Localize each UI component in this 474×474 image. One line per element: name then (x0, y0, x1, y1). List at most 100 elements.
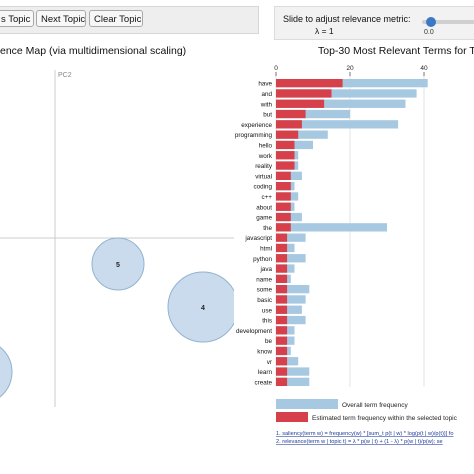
term-label-with[interactable]: with (260, 101, 273, 108)
bar-overall-experience[interactable] (276, 120, 399, 129)
clear-topic-button[interactable]: Clear Topic (89, 10, 143, 27)
bar-overall-but[interactable] (276, 109, 350, 119)
topic-circle-partial[interactable] (0, 340, 13, 404)
term-label-but[interactable]: but (263, 112, 272, 119)
bar-overall-with[interactable] (276, 99, 406, 108)
term-label-vr[interactable]: vr (267, 359, 272, 366)
term-label-some[interactable]: some (257, 287, 273, 294)
slider-thumb[interactable] (426, 17, 436, 27)
bar-estimated-java[interactable] (276, 264, 288, 273)
bar-estimated-learn[interactable] (276, 367, 288, 376)
term-label-basic[interactable]: basic (257, 297, 272, 304)
bar-estimated-development[interactable] (276, 326, 288, 335)
bar-overall-learn[interactable] (276, 367, 310, 376)
term-label-java[interactable]: java (259, 266, 272, 273)
bar-overall-the[interactable] (276, 223, 387, 232)
bar-estimated-work[interactable] (276, 151, 295, 160)
bar-overall-vr[interactable] (276, 357, 299, 366)
bar-estimated-c++[interactable] (276, 192, 291, 201)
bar-overall-some[interactable] (276, 285, 310, 294)
bar-estimated-the[interactable] (276, 223, 291, 232)
bar-overall-create[interactable] (276, 377, 310, 386)
lambda-value: λ = 1 (315, 26, 334, 36)
bar-estimated-hello[interactable] (276, 140, 295, 150)
bar-overall-programming[interactable] (276, 130, 328, 139)
legend-estimated-swatch (276, 412, 308, 422)
bar-overall-python[interactable] (276, 254, 306, 263)
term-label-game[interactable]: game (256, 215, 272, 222)
bar-estimated-programming[interactable] (276, 130, 299, 139)
bar-estimated-python[interactable] (276, 254, 288, 263)
bar-estimated-but[interactable] (276, 109, 306, 119)
term-label-and[interactable]: and (261, 91, 272, 98)
term-label-python[interactable]: python (253, 256, 272, 263)
terms-panel-title: Top-30 Most Relevant Terms for Top (318, 45, 474, 57)
previous-topic-button[interactable]: s Topic (0, 10, 34, 27)
bar-estimated-this[interactable] (276, 315, 288, 325)
bar-estimated-basic[interactable] (276, 295, 288, 304)
bar-estimated-game[interactable] (276, 212, 291, 222)
term-label-hello[interactable]: hello (259, 142, 273, 149)
term-label-reality[interactable]: reality (255, 163, 273, 170)
relevance-slider-panel: Slide to adjust relevance metric: λ = 1 … (274, 6, 474, 40)
bar-estimated-about[interactable] (276, 202, 291, 211)
bar-estimated-be[interactable] (276, 336, 288, 345)
term-label-c++[interactable]: c++ (261, 194, 272, 201)
bar-overall-javascript[interactable] (276, 233, 306, 242)
bar-estimated-with[interactable] (276, 99, 325, 108)
bar-overall-and[interactable] (276, 89, 417, 98)
bar-estimated-some[interactable] (276, 285, 288, 294)
bar-estimated-know[interactable] (276, 346, 288, 356)
term-label-use[interactable]: use (262, 307, 273, 314)
term-label-development[interactable]: development (236, 328, 272, 335)
term-label-learn[interactable]: learn (258, 369, 272, 376)
slider-track[interactable] (422, 20, 474, 24)
bar-overall-have[interactable] (276, 79, 428, 88)
term-label-programming[interactable]: programming (235, 132, 273, 139)
bar-estimated-coding[interactable] (276, 182, 291, 191)
topic-circle-4[interactable] (167, 271, 234, 343)
term-labels: have and with but experience programming hello… (235, 81, 273, 387)
topic-circle-5[interactable] (91, 237, 145, 291)
bar-estimated-and[interactable] (276, 89, 332, 98)
slider-tick-label: 0.0 (424, 29, 434, 36)
bar-estimated-have[interactable] (276, 79, 343, 88)
term-label-know[interactable]: know (257, 348, 272, 355)
term-label-work[interactable]: work (258, 153, 273, 160)
term-label-name[interactable]: name (256, 276, 272, 283)
term-label-have[interactable]: have (258, 81, 272, 88)
x-tick-label: 40 (420, 65, 428, 72)
term-label-about[interactable]: about (256, 204, 272, 211)
term-label-virtual[interactable]: virtual (255, 173, 272, 180)
bar-estimated-html[interactable] (276, 243, 288, 253)
term-label-this[interactable]: this (262, 318, 272, 325)
term-label-be[interactable]: be (265, 338, 273, 345)
legend-overall-swatch (276, 399, 338, 409)
intertopic-map-title: ence Map (via multidimensional scaling) (0, 45, 187, 57)
next-topic-button[interactable]: Next Topic (36, 10, 86, 27)
bar-estimated-vr[interactable] (276, 357, 288, 366)
bar-estimated-experience[interactable] (276, 120, 302, 129)
x-tick-label: 0 (274, 65, 278, 72)
topic-circle-5-label: 5 (116, 262, 120, 269)
bar-estimated-name[interactable] (276, 274, 288, 283)
bar-estimated-javascript[interactable] (276, 233, 288, 242)
bar-overall-this[interactable] (276, 315, 306, 325)
term-label-the[interactable]: the (263, 225, 272, 232)
pc2-axis-label: PC2 (58, 72, 72, 79)
bar-estimated-create[interactable] (276, 377, 288, 386)
bar-overall-use[interactable] (276, 305, 302, 314)
bar-estimated-virtual[interactable] (276, 171, 291, 180)
intertopic-map: PC2 5 4 (0, 70, 234, 407)
term-label-create[interactable]: create (254, 379, 272, 386)
topic-toolbar: s Topic Next Topic Clear Topic (0, 6, 259, 34)
term-label-experience[interactable]: experience (241, 122, 272, 129)
relevance-footnote: 2. relevance(term w | topic t) = λ * p(w… (276, 439, 443, 445)
term-label-coding[interactable]: coding (253, 184, 272, 191)
term-label-javascript[interactable]: javascript (244, 235, 272, 242)
term-label-html[interactable]: html (260, 245, 272, 252)
bar-estimated-reality[interactable] (276, 161, 295, 170)
bar-estimated-use[interactable] (276, 305, 288, 314)
top-terms-bar-chart: 0 20 40 (274, 65, 428, 387)
bar-overall-basic[interactable] (276, 295, 306, 304)
